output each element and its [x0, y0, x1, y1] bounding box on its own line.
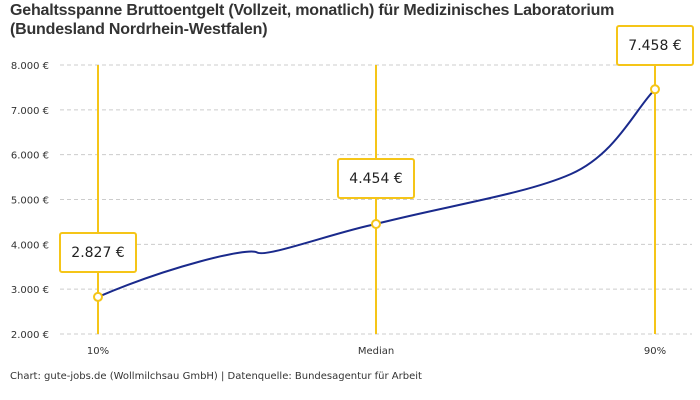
x-tick-label: 90%	[644, 346, 666, 357]
data-point-marker	[371, 218, 381, 229]
y-tick-label: 7.000 €	[11, 106, 49, 117]
value-label: 7.458 €	[628, 38, 681, 54]
y-tick-label: 8.000 €	[11, 61, 49, 72]
title-line-1: Gehaltsspanne Bruttoentgelt (Vollzeit, m…	[10, 2, 615, 19]
data-point-marker	[650, 84, 660, 95]
value-label-box	[59, 232, 137, 273]
x-tick-label: 10%	[87, 346, 109, 357]
value-label-box	[337, 158, 415, 199]
y-tick-label: 4.000 €	[11, 240, 49, 251]
source-footer: Chart: gute-jobs.de (Wollmilchsau GmbH) …	[10, 371, 422, 382]
data-point-marker	[93, 291, 103, 302]
y-tick-label: 5.000 €	[11, 196, 49, 207]
value-label: 2.827 €	[71, 245, 124, 261]
value-label: 4.454 €	[349, 171, 402, 187]
title-line-2: (Bundesland Nordrhein-Westfalen)	[10, 21, 268, 38]
y-tick-label: 2.000 €	[11, 330, 49, 341]
chart-title: Gehaltsspanne Bruttoentgelt (Vollzeit, m…	[10, 1, 700, 39]
x-tick-label: Median	[358, 346, 394, 357]
value-label-box	[616, 25, 694, 66]
y-tick-label: 6.000 €	[11, 151, 49, 162]
y-tick-label: 3.000 €	[11, 285, 49, 296]
